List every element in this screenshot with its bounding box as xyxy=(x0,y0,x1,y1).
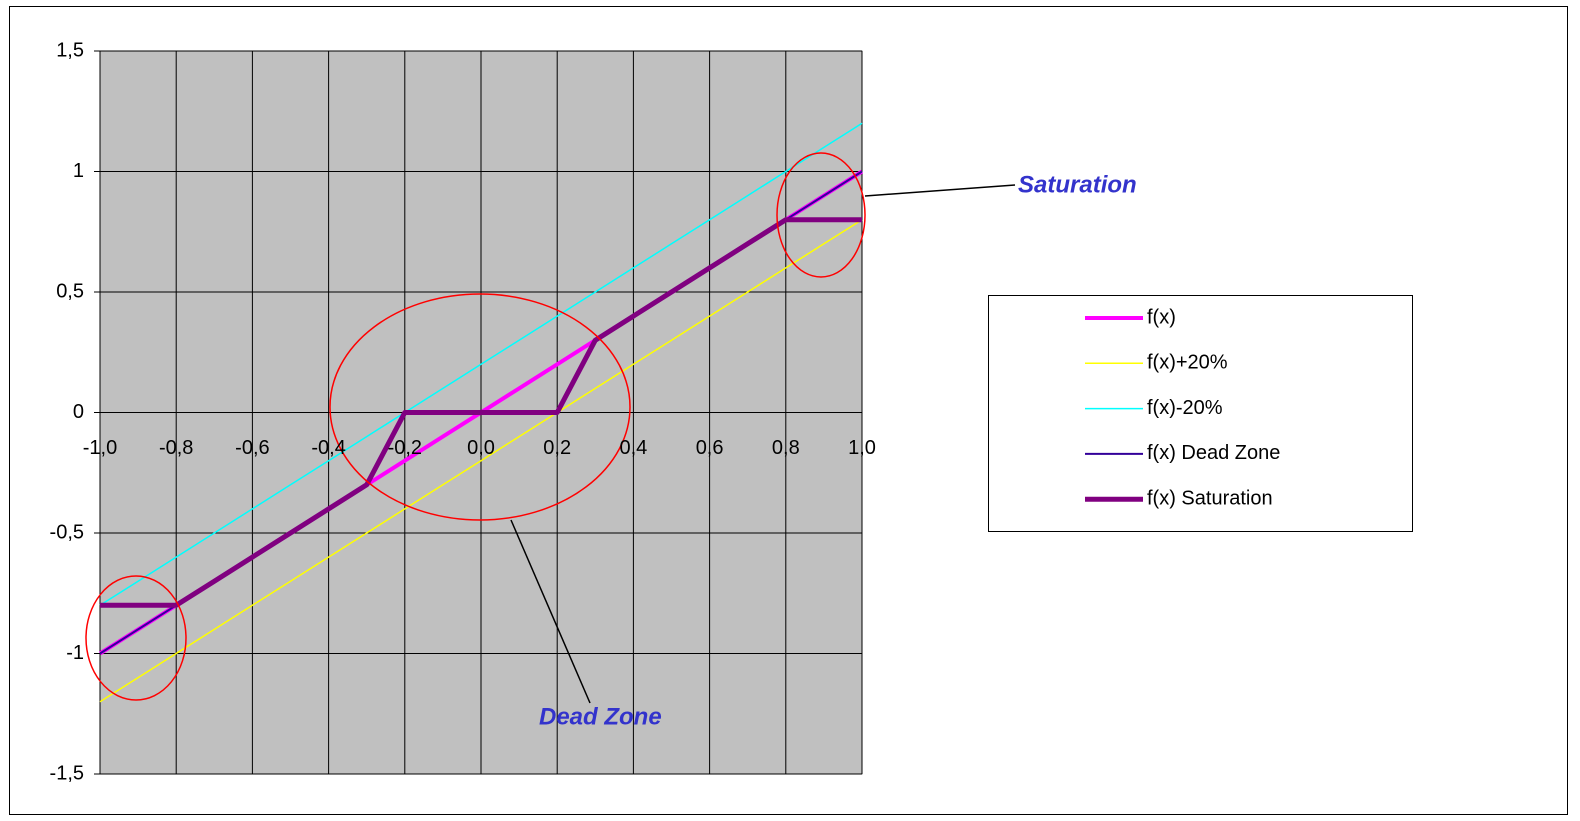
highlight-ellipse xyxy=(329,293,631,521)
y-tick-label: 0,5 xyxy=(56,280,84,302)
series-line xyxy=(100,217,862,608)
series-line xyxy=(99,122,863,606)
legend-label: f(x) Dead Zone xyxy=(1147,442,1280,464)
x-tick-label: 0,0 xyxy=(467,437,495,459)
legend-label: f(x)-20% xyxy=(1147,397,1223,419)
leader-line xyxy=(864,184,1016,197)
highlight-ellipse xyxy=(776,152,866,278)
legend-label: f(x) Saturation xyxy=(1147,487,1273,509)
annotation: Dead Zone xyxy=(539,703,662,730)
legend-box xyxy=(988,295,1413,532)
x-tick-label: 0,2 xyxy=(543,437,571,459)
highlight-ellipse xyxy=(85,575,187,701)
x-tick-label: -0,6 xyxy=(235,437,269,459)
x-tick-label: 0,4 xyxy=(619,437,647,459)
legend-label: f(x)+20% xyxy=(1147,352,1228,374)
x-tick-label: -1,0 xyxy=(83,437,117,459)
y-tick-label: 1,5 xyxy=(56,39,84,61)
y-tick-label: -1,5 xyxy=(50,762,84,784)
highlights xyxy=(85,152,1016,704)
y-tick-label: -0,5 xyxy=(50,521,84,543)
legend: f(x) f(x)+20% f(x)-20% f(x) Dead Zone f(x) S… xyxy=(1085,306,1280,509)
x-tick-label: 0,8 xyxy=(772,437,800,459)
y-tick-label: -1 xyxy=(66,642,84,664)
x-tick-label: -0,4 xyxy=(311,437,345,459)
x-tick-label: 0,6 xyxy=(696,437,724,459)
series-line xyxy=(99,219,863,703)
x-tick-label: 1,0 xyxy=(848,437,876,459)
annotation: Saturation xyxy=(1018,171,1137,198)
y-tick-label: 0 xyxy=(73,401,84,423)
legend-label: f(x) xyxy=(1147,306,1176,328)
y-tick-label: 1 xyxy=(73,160,84,182)
lines xyxy=(98,122,864,703)
x-tick-label: -0,8 xyxy=(159,437,193,459)
leader-line xyxy=(510,519,591,704)
x-tick-label: -0,2 xyxy=(388,437,422,459)
